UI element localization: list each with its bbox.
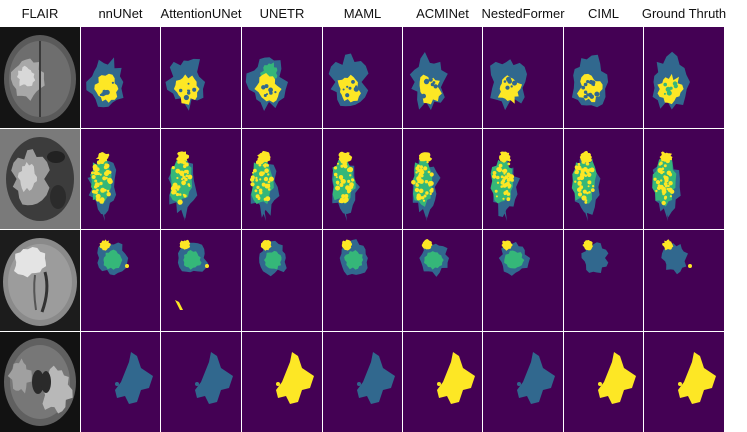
segmentation-map-r3-c3 <box>242 332 322 432</box>
segmentation-map-r3-c6 <box>483 332 563 432</box>
segmentation-map-r3-c1 <box>81 332 160 432</box>
column-header-4: MAML <box>343 5 382 21</box>
flair-image-r2-c0 <box>0 230 80 331</box>
segmentation-map-r0-c5 <box>403 27 482 128</box>
segmentation-map-r1-c2 <box>161 129 241 229</box>
segmentation-map-r2-c6 <box>483 230 563 331</box>
segmentation-map-r1-c3 <box>242 129 322 229</box>
column-header-7: CIML <box>587 5 620 21</box>
segmentation-map-r3-c4 <box>323 332 402 432</box>
column-header-1: nnUNet <box>98 5 143 21</box>
segmentation-map-r1-c6 <box>483 129 563 229</box>
segmentation-map-r1-c7 <box>564 129 643 229</box>
segmentation-map-r3-c7 <box>564 332 643 432</box>
segmentation-map-r0-c4 <box>323 27 402 128</box>
flair-image-r1-c0 <box>0 129 80 229</box>
segmentation-map-r0-c7 <box>564 27 643 128</box>
segmentation-map-r0-c8 <box>644 27 724 128</box>
segmentation-map-r2-c2 <box>161 230 241 331</box>
segmentation-map-r2-c3 <box>242 230 322 331</box>
segmentation-map-r1-c5 <box>403 129 482 229</box>
segmentation-map-r3-c5 <box>403 332 482 432</box>
segmentation-map-r1-c8 <box>644 129 724 229</box>
segmentation-map-r1-c1 <box>81 129 160 229</box>
segmentation-map-r3-c2 <box>161 332 241 432</box>
column-header-2: AttentionUNet <box>160 5 242 21</box>
column-header-8: Ground Thruth <box>641 5 727 21</box>
segmentation-map-r0-c1 <box>81 27 160 128</box>
segmentation-map-r2-c5 <box>403 230 482 331</box>
segmentation-map-r2-c8 <box>644 230 724 331</box>
column-header-0: FLAIR <box>21 5 59 21</box>
flair-image-r0-c0 <box>0 27 80 128</box>
segmentation-map-r0-c6 <box>483 27 563 128</box>
segmentation-map-r2-c1 <box>81 230 160 331</box>
column-header-5: ACMINet <box>416 5 469 21</box>
flair-image-r3-c0 <box>0 332 80 432</box>
segmentation-map-r2-c7 <box>564 230 643 331</box>
segmentation-map-r0-c3 <box>242 27 322 128</box>
segmentation-map-r2-c4 <box>323 230 402 331</box>
column-header-3: UNETR <box>259 5 305 21</box>
segmentation-map-r3-c8 <box>644 332 724 432</box>
column-header-6: NestedFormer <box>481 5 565 21</box>
segmentation-map-r0-c2 <box>161 27 241 128</box>
segmentation-map-r1-c4 <box>323 129 402 229</box>
